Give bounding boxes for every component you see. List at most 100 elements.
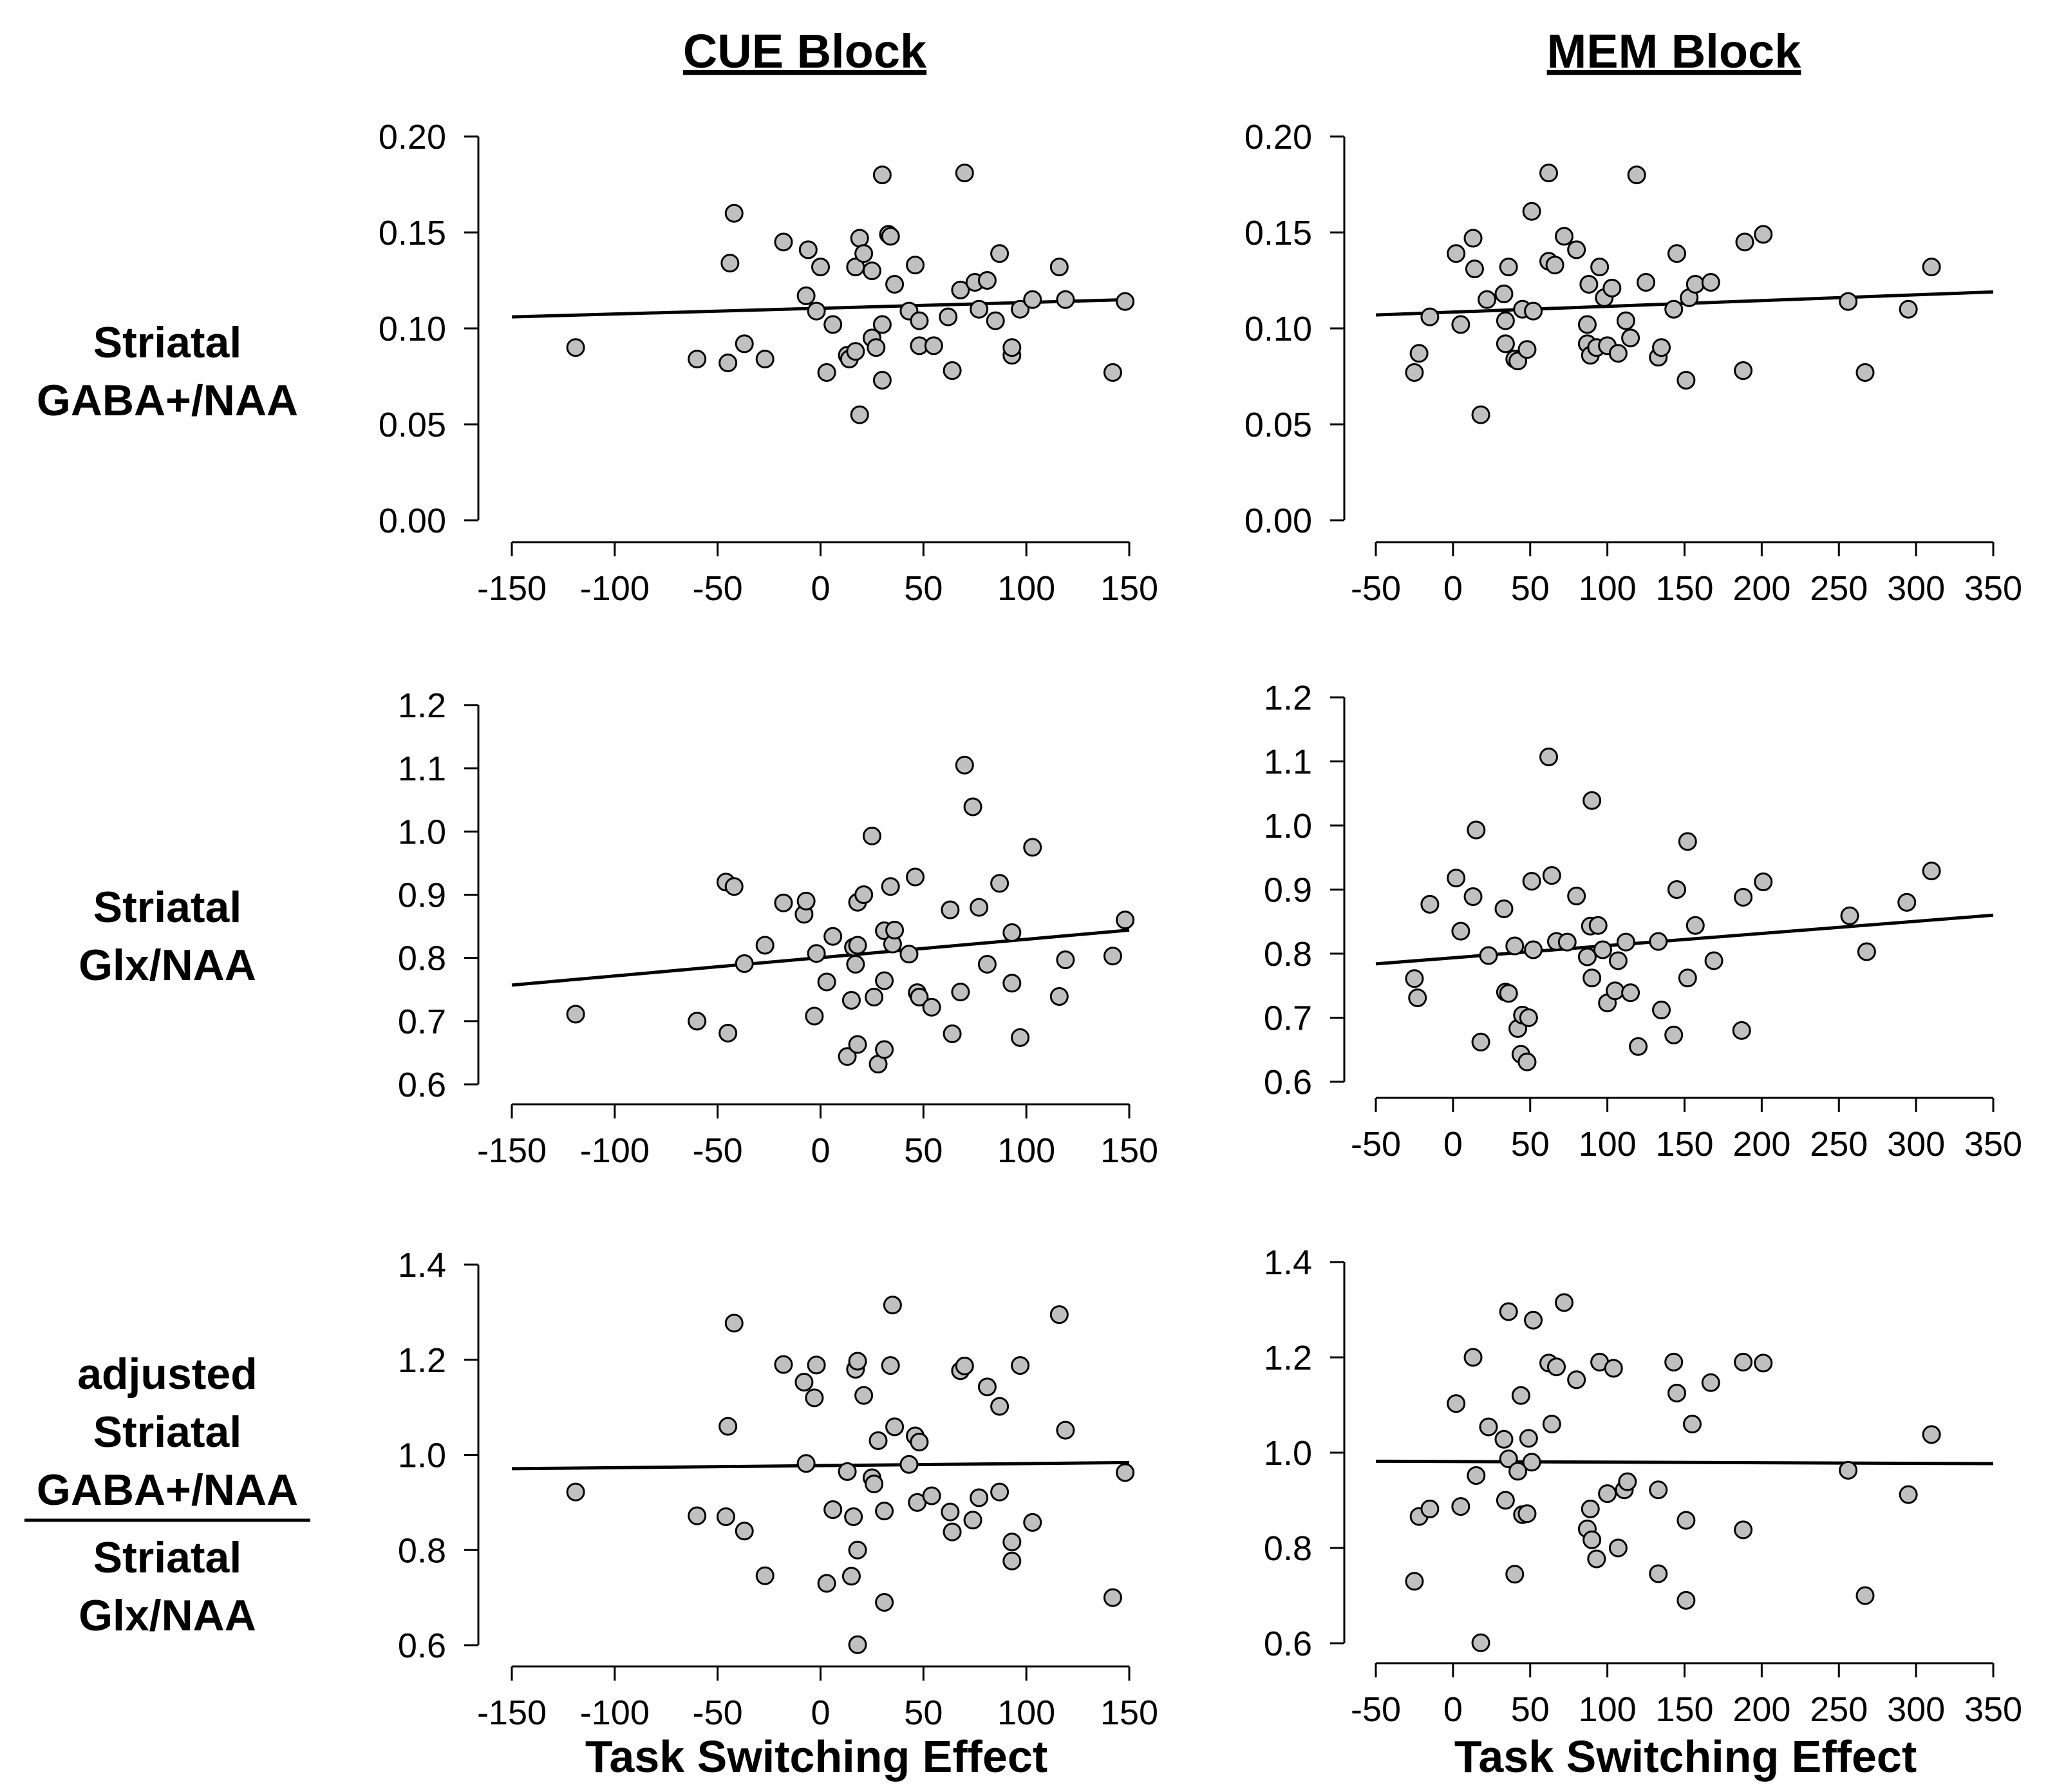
data-point xyxy=(718,354,738,373)
data-point xyxy=(899,1455,919,1474)
data-point xyxy=(718,1417,738,1436)
data-point xyxy=(823,927,843,946)
data-point xyxy=(875,1593,894,1612)
y-tick-label: 1.2 xyxy=(1264,679,1312,717)
data-point xyxy=(1056,290,1075,309)
data-point xyxy=(1451,921,1470,941)
data-point xyxy=(724,877,744,896)
data-point xyxy=(910,988,929,1007)
data-point xyxy=(1494,899,1514,918)
y-tick-label: 0.05 xyxy=(1244,406,1312,444)
x-tick-label: 100 xyxy=(1579,569,1637,608)
y-tick-label: 1.4 xyxy=(1264,1243,1312,1282)
data-point xyxy=(1056,950,1075,970)
x-tick-label: 0 xyxy=(1443,1125,1463,1164)
data-point xyxy=(1734,1352,1753,1372)
data-point xyxy=(724,1314,744,1333)
data-point xyxy=(1517,1052,1537,1071)
data-point xyxy=(1519,1429,1538,1448)
data-point xyxy=(1451,1497,1470,1516)
data-point xyxy=(862,261,881,281)
y-tick-label: 1.4 xyxy=(398,1246,446,1285)
data-point xyxy=(955,755,974,775)
y-tick-label: 0.8 xyxy=(1264,935,1312,974)
y-tick-label: 0.6 xyxy=(1264,1063,1312,1102)
data-point xyxy=(875,1040,894,1059)
data-point xyxy=(1618,1472,1637,1491)
data-point xyxy=(885,920,905,939)
data-point xyxy=(1701,1373,1720,1392)
x-tick-label: 50 xyxy=(1511,1690,1550,1729)
data-point xyxy=(1420,307,1440,326)
y-tick-label: 0.8 xyxy=(398,1531,446,1570)
data-point xyxy=(1649,1564,1668,1583)
data-point xyxy=(1479,1417,1498,1437)
data-point xyxy=(1922,1425,1941,1444)
y-tick-label: 1.0 xyxy=(1264,807,1312,845)
data-point xyxy=(1049,987,1069,1006)
data-point xyxy=(1420,894,1440,914)
data-point xyxy=(1649,932,1668,951)
data-point xyxy=(1582,1530,1602,1549)
data-point xyxy=(1524,940,1543,959)
data-point xyxy=(1056,1420,1075,1440)
ratio-denominator-line-2: Glx/NAA xyxy=(79,1591,256,1640)
data-point xyxy=(869,1431,888,1450)
data-point xyxy=(910,1433,929,1452)
x-tick-label: 250 xyxy=(1810,569,1868,608)
data-point xyxy=(1554,1293,1573,1312)
row-label-gaba-line-1: Striatal xyxy=(93,318,242,367)
x-tick-label: 100 xyxy=(997,569,1055,608)
data-point xyxy=(881,1356,900,1375)
data-point xyxy=(1420,1499,1440,1518)
data-point xyxy=(865,988,884,1007)
data-point xyxy=(1463,887,1483,906)
data-point xyxy=(970,1488,989,1507)
x-tick-label: -150 xyxy=(477,1693,547,1732)
y-tick-label: 1.1 xyxy=(1264,743,1312,782)
data-point xyxy=(1839,292,1858,311)
data-point xyxy=(963,1511,982,1530)
data-point xyxy=(1734,361,1753,381)
data-point xyxy=(1922,258,1941,277)
data-point xyxy=(720,254,740,273)
data-point xyxy=(1734,887,1753,907)
data-point xyxy=(1567,1370,1586,1390)
regression-line xyxy=(1375,913,1994,966)
data-point xyxy=(881,227,900,246)
y-tick-label: 0.6 xyxy=(398,1066,446,1104)
data-point xyxy=(1667,244,1687,263)
data-point xyxy=(941,900,960,920)
data-point xyxy=(872,165,892,185)
data-point xyxy=(906,867,925,887)
data-point xyxy=(1519,1008,1538,1027)
x-tick-label: 150 xyxy=(1655,569,1713,608)
data-point xyxy=(1588,916,1608,935)
data-point xyxy=(805,1006,824,1026)
data-point xyxy=(943,361,962,381)
data-point xyxy=(1496,334,1515,354)
data-point xyxy=(1002,1533,1022,1552)
data-point xyxy=(1049,1305,1069,1325)
row-label-glx: Striatal Glx/NAA xyxy=(79,883,256,990)
data-point xyxy=(1522,202,1541,221)
x-tick-label: 150 xyxy=(1655,1690,1713,1729)
data-point xyxy=(1011,1356,1030,1375)
data-point xyxy=(955,164,974,183)
x-tick-label: 250 xyxy=(1810,1125,1868,1164)
data-point xyxy=(941,1502,960,1522)
data-point xyxy=(1002,923,1022,942)
y-tick-label: 0.15 xyxy=(379,214,446,252)
data-point xyxy=(688,1012,707,1031)
data-point xyxy=(1577,947,1597,967)
data-point xyxy=(1447,869,1466,888)
data-point xyxy=(844,1507,863,1527)
data-point xyxy=(1408,988,1427,1008)
data-point xyxy=(735,334,754,354)
data-point xyxy=(688,350,707,369)
data-point xyxy=(1496,1491,1515,1510)
y-tick-label: 0.7 xyxy=(1264,999,1312,1038)
data-point xyxy=(1754,225,1773,244)
y-tick-label: 0.9 xyxy=(398,876,446,915)
data-point xyxy=(848,1635,867,1654)
